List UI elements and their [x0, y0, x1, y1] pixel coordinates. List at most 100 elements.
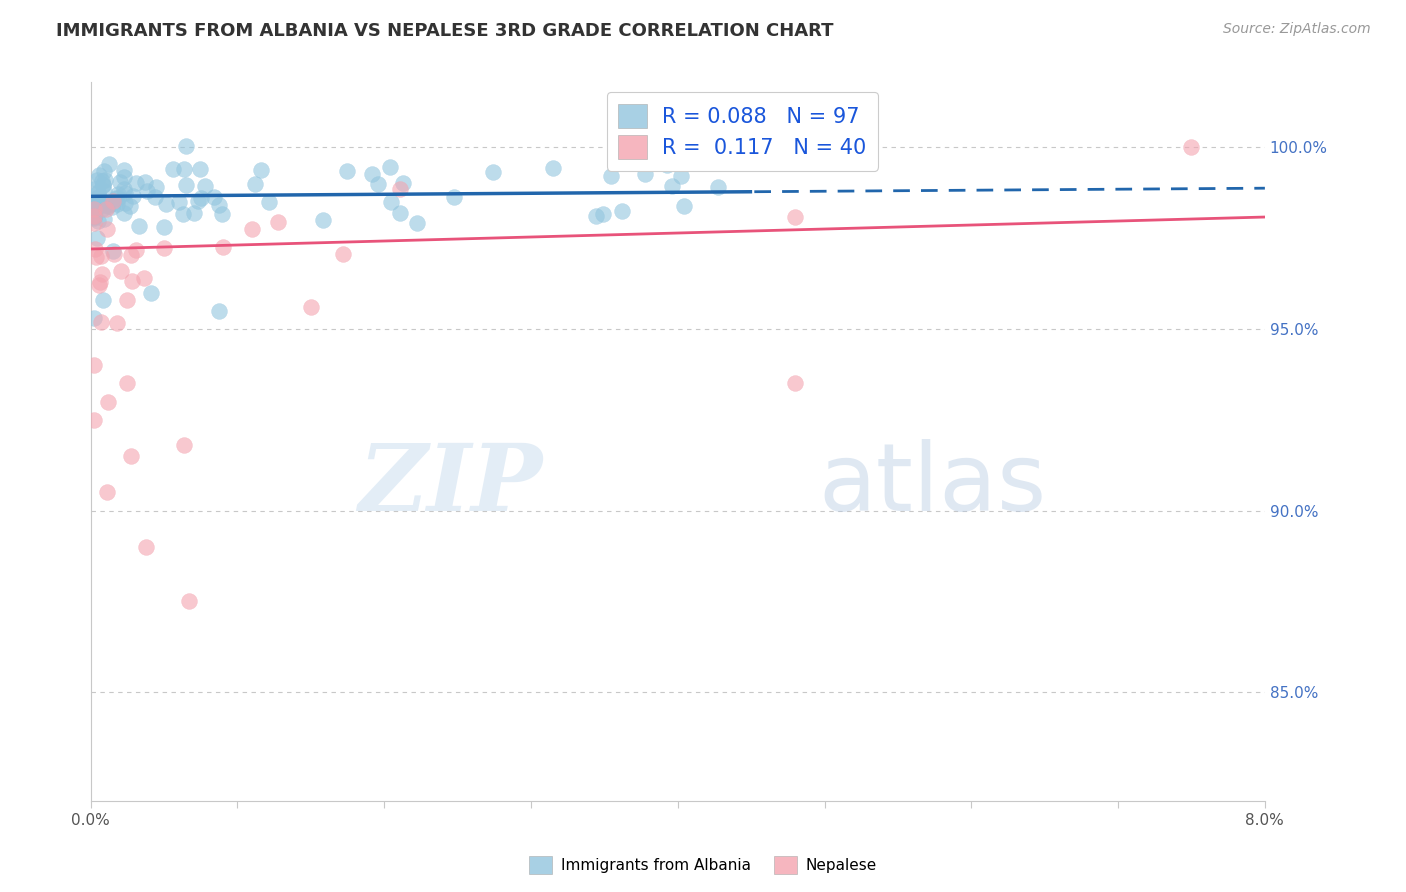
Point: [167, 195, 190, 210]
Point: [299, 301, 322, 315]
Point: [190, 191, 212, 205]
Point: [91, 178, 114, 192]
Point: [360, 167, 382, 181]
Point: [86, 191, 108, 205]
Legend: R = 0.088   N = 97, R =  0.117   N = 40: R = 0.088 N = 97, R = 0.117 N = 40: [607, 92, 877, 170]
Point: [367, 177, 389, 191]
Point: [96, 198, 118, 212]
Point: [114, 186, 136, 201]
Text: Source: ZipAtlas.com: Source: ZipAtlas.com: [1223, 22, 1371, 37]
Point: [183, 206, 205, 220]
Point: [135, 540, 157, 554]
Point: [592, 207, 614, 221]
Point: [91, 173, 114, 187]
Point: [707, 180, 730, 194]
Point: [94, 172, 117, 186]
Point: [87, 278, 110, 293]
Point: [392, 176, 415, 190]
Point: [89, 275, 111, 289]
Point: [208, 303, 231, 318]
Point: [669, 169, 692, 183]
Point: [481, 165, 503, 179]
Point: [83, 413, 105, 427]
Text: IMMIGRANTS FROM ALBANIA VS NEPALESE 3RD GRADE CORRELATION CHART: IMMIGRANTS FROM ALBANIA VS NEPALESE 3RD …: [56, 22, 834, 40]
Point: [83, 358, 105, 372]
Point: [83, 202, 105, 216]
Point: [128, 219, 150, 233]
Point: [380, 195, 402, 210]
Point: [83, 202, 105, 216]
Point: [114, 195, 136, 210]
Point: [115, 376, 138, 391]
Point: [380, 160, 402, 174]
Point: [153, 241, 176, 255]
Point: [153, 220, 176, 235]
Point: [112, 206, 135, 220]
Point: [443, 190, 465, 204]
Point: [94, 202, 117, 216]
Point: [188, 161, 211, 176]
Point: [174, 139, 197, 153]
Point: [612, 203, 634, 218]
Point: [134, 175, 156, 189]
Point: [90, 249, 112, 263]
Point: [332, 247, 354, 261]
Point: [83, 209, 105, 223]
Point: [87, 189, 110, 203]
Point: [600, 169, 623, 184]
Point: [122, 188, 145, 202]
Point: [87, 185, 110, 199]
Point: [83, 181, 105, 195]
Point: [86, 231, 108, 245]
Point: [267, 215, 290, 229]
Point: [83, 209, 105, 223]
Point: [105, 317, 128, 331]
Point: [125, 243, 148, 257]
Point: [121, 273, 143, 287]
Point: [112, 162, 135, 177]
Point: [125, 176, 148, 190]
Point: [120, 449, 142, 463]
Point: [93, 212, 115, 227]
Point: [541, 161, 564, 175]
Point: [145, 180, 167, 194]
Point: [91, 178, 114, 192]
Point: [96, 222, 118, 236]
Point: [103, 194, 125, 208]
Point: [585, 209, 607, 223]
Point: [672, 199, 695, 213]
Point: [245, 177, 267, 191]
Point: [240, 221, 263, 235]
Point: [655, 157, 678, 171]
Point: [104, 191, 127, 205]
Point: [107, 187, 129, 202]
Point: [194, 179, 217, 194]
Point: [212, 239, 235, 253]
Point: [120, 248, 142, 262]
Point: [97, 394, 120, 409]
Point: [136, 184, 159, 198]
Point: [406, 216, 429, 230]
Text: atlas: atlas: [818, 439, 1047, 531]
Point: [208, 198, 231, 212]
Point: [174, 178, 197, 192]
Point: [87, 186, 110, 200]
Point: [96, 196, 118, 211]
Point: [103, 247, 125, 261]
Point: [83, 211, 105, 225]
Point: [1180, 140, 1202, 154]
Point: [90, 202, 112, 217]
Point: [117, 293, 139, 307]
Point: [87, 199, 110, 213]
Point: [162, 162, 184, 177]
Point: [107, 191, 129, 205]
Point: [105, 196, 128, 211]
Point: [257, 195, 280, 210]
Point: [173, 162, 195, 177]
Point: [110, 264, 132, 278]
Point: [100, 197, 122, 211]
Point: [83, 216, 105, 230]
Point: [83, 210, 105, 224]
Point: [132, 271, 155, 285]
Point: [108, 176, 131, 190]
